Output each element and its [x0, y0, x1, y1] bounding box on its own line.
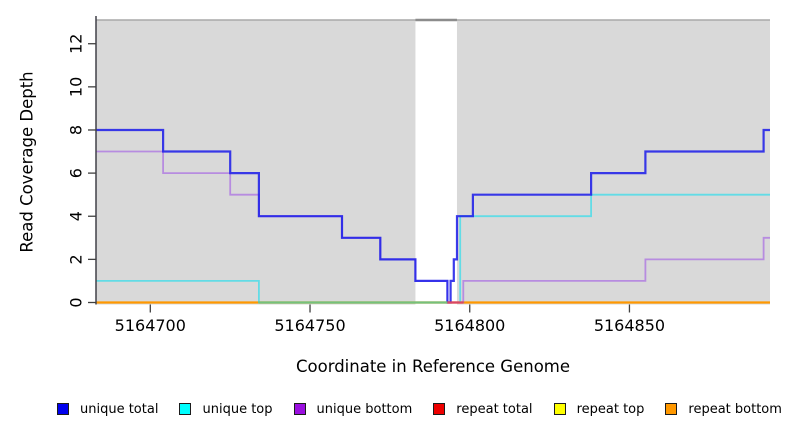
series-line-unique-top — [96, 193, 770, 304]
legend-item-unique-top: unique top — [179, 401, 273, 417]
x-tick-label: 5164800 — [434, 316, 505, 335]
legend-item-repeat-total: repeat total — [433, 401, 533, 417]
legend-label: unique bottom — [316, 401, 413, 417]
legend-label: unique top — [202, 401, 273, 417]
y-tick-label: 10 — [66, 77, 85, 97]
y-tick-label: 4 — [67, 211, 86, 221]
x-tick-label: 5164750 — [274, 316, 345, 335]
x-axis-title: Coordinate in Reference Genome — [295, 357, 571, 376]
legend-label: unique total — [80, 401, 159, 417]
legend-item-repeat-top: repeat top — [553, 401, 645, 417]
legend-swatch-icon — [57, 403, 69, 415]
legend: unique total unique top unique bottom repea… — [57, 398, 782, 420]
y-tick-label: 0 — [67, 297, 86, 307]
y-axis-title: Read Coverage Depth — [17, 71, 37, 253]
y-tick-label: 8 — [66, 125, 85, 135]
y-tick-label: 2 — [66, 254, 85, 264]
y-tick-label: 6 — [67, 168, 86, 178]
legend-swatch-icon — [665, 403, 678, 415]
plot-background-left — [96, 20, 416, 305]
legend-item-repeat-bottom: repeat bottom — [665, 402, 782, 417]
legend-label: repeat total — [456, 401, 533, 417]
legend-item-unique-total: unique total — [57, 402, 158, 417]
x-tick-label: 5164700 — [115, 316, 186, 335]
x-tick-label: 5164850 — [594, 316, 665, 335]
legend-swatch-icon — [433, 403, 446, 415]
y-tick-label: 12 — [67, 34, 86, 54]
legend-label: repeat top — [576, 401, 645, 417]
plot-svg: 5164700 5164750 5164800 5164850 0 2 4 6 8 10 12 — [66, 16, 770, 335]
legend-item-unique-bottom: unique bottom — [293, 401, 413, 417]
plot-background-right — [456, 20, 770, 305]
legend-swatch-icon — [179, 403, 192, 415]
legend-swatch-icon — [293, 403, 306, 415]
legend-label: repeat bottom — [688, 401, 782, 417]
legend-swatch-icon — [553, 403, 566, 415]
